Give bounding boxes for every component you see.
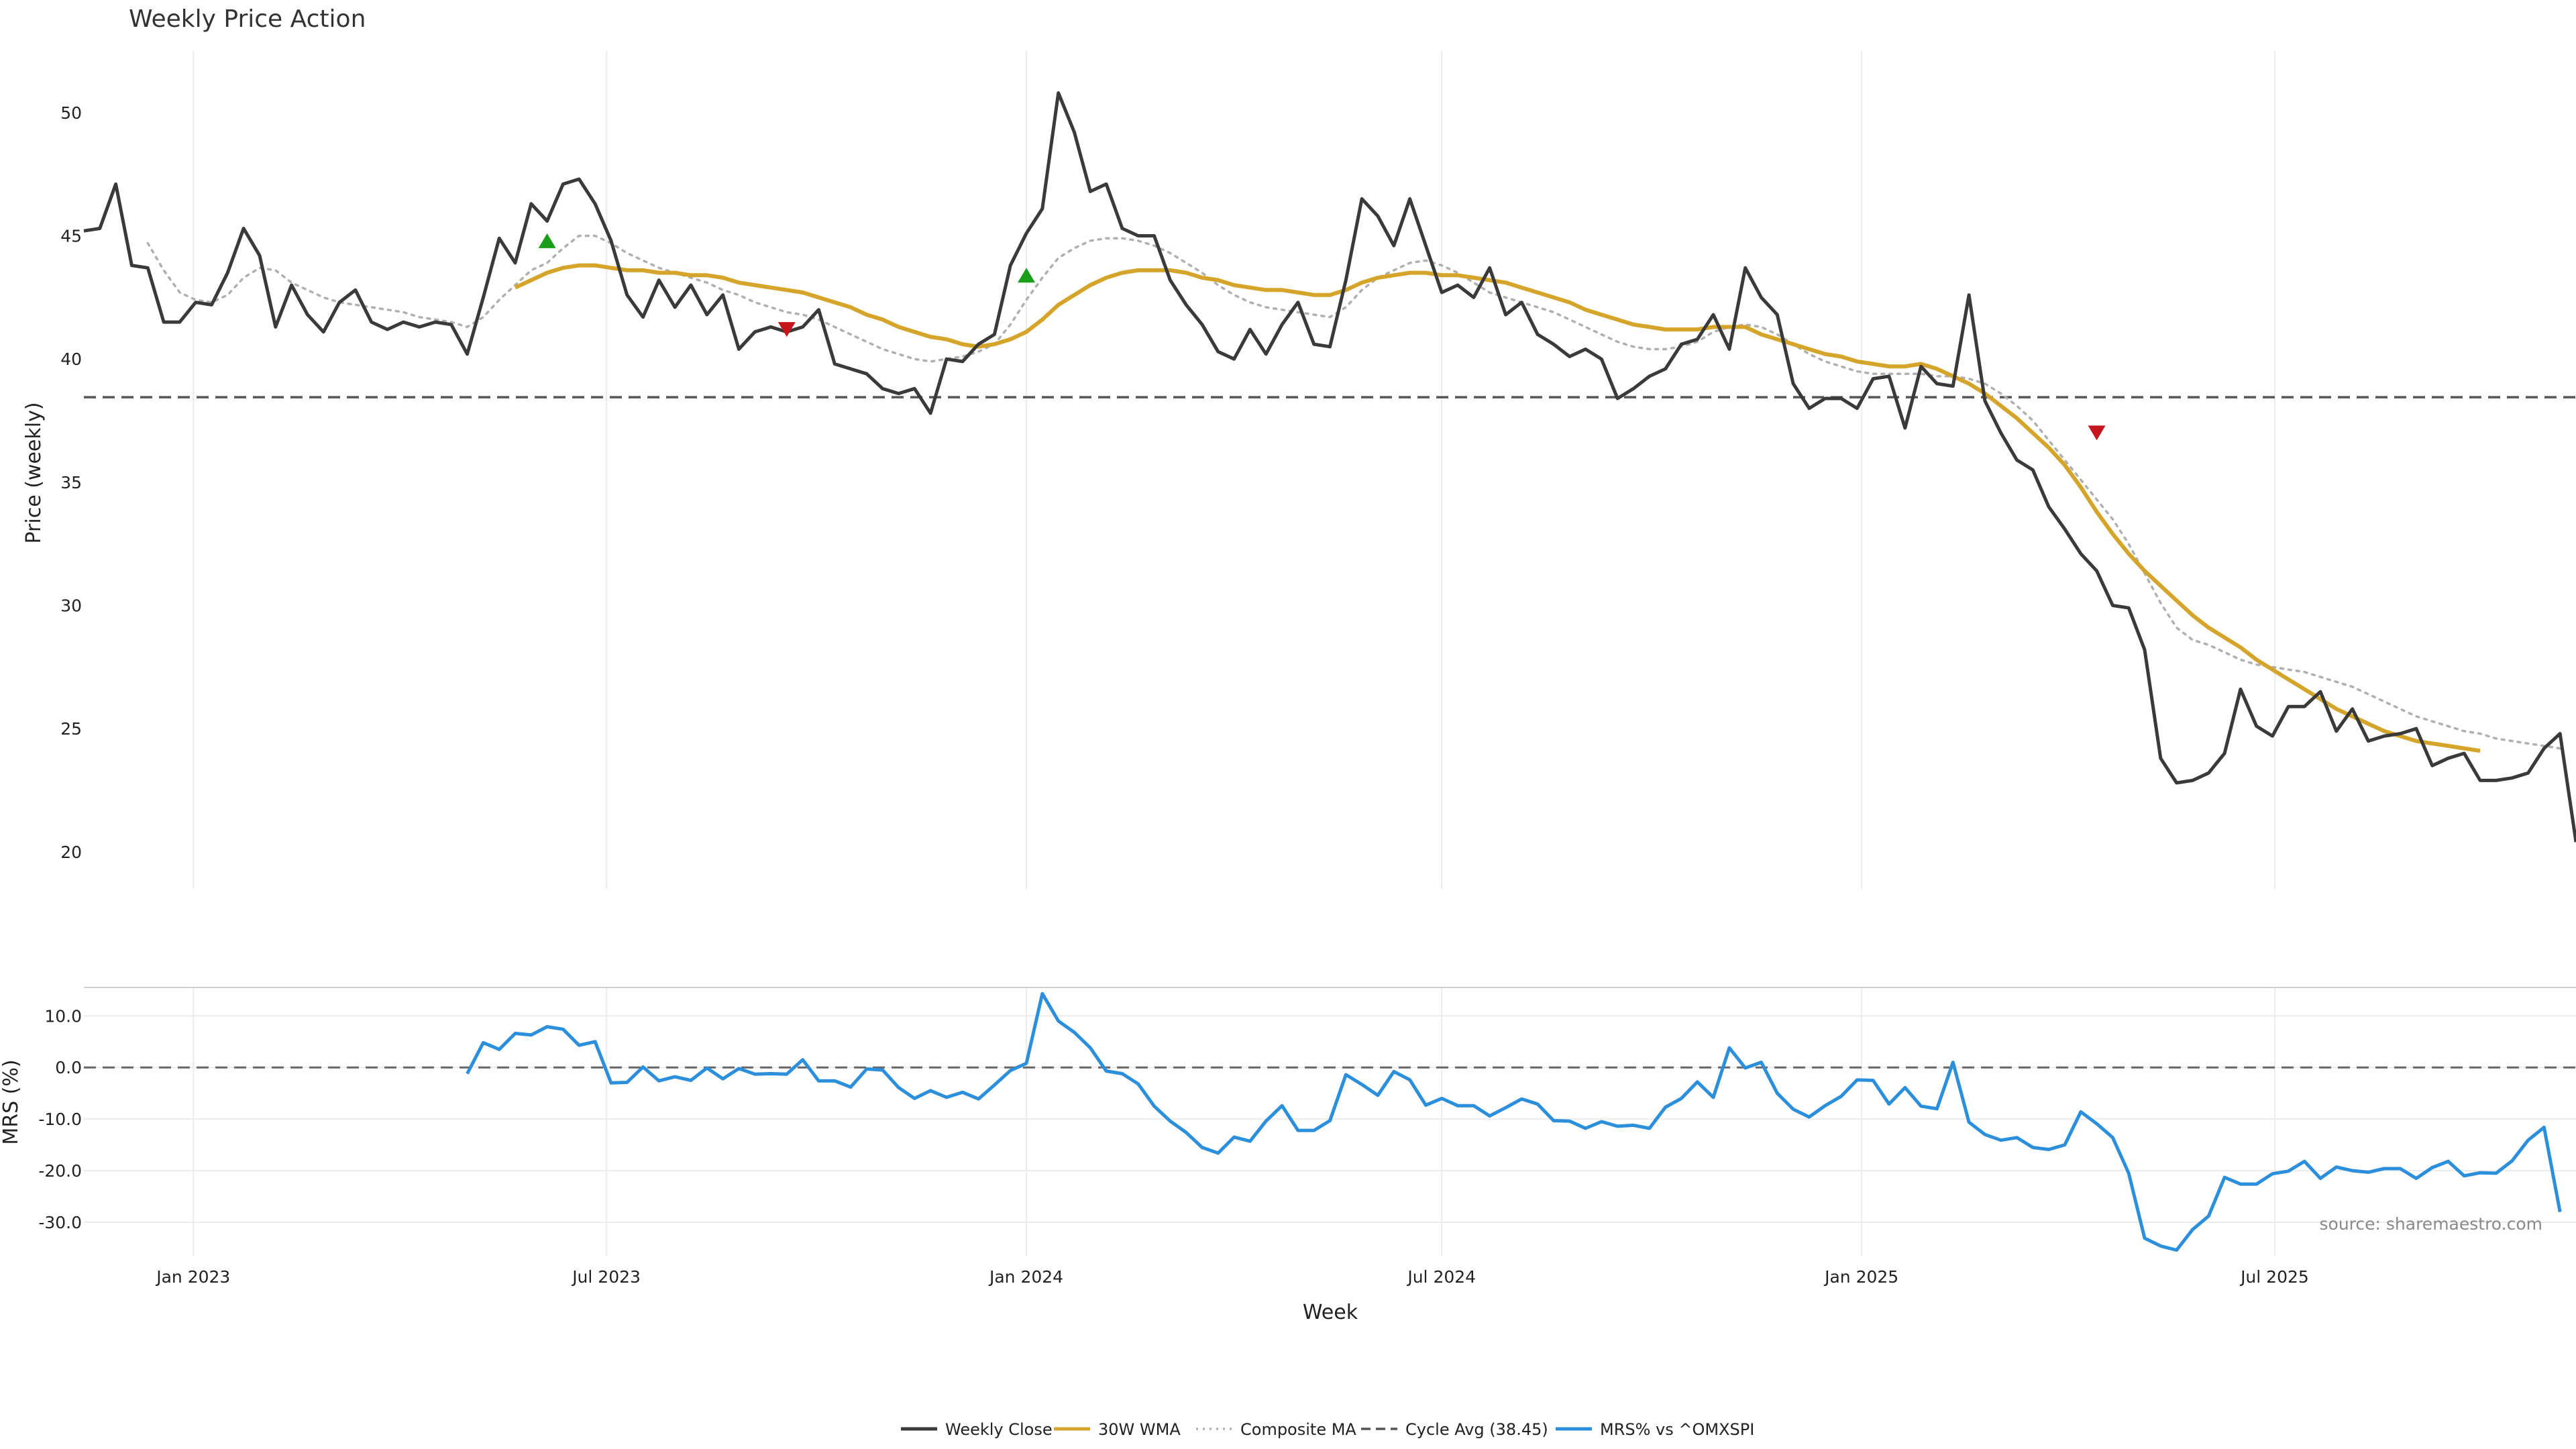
buy-signal-marker bbox=[1018, 268, 1036, 283]
x-tick-label: Jan 2023 bbox=[155, 1267, 230, 1287]
mrs-y-tick-label: -30.0 bbox=[38, 1213, 82, 1232]
x-tick-label: Jul 2024 bbox=[1406, 1267, 1476, 1287]
mrs-y-tick-label: 10.0 bbox=[44, 1006, 82, 1026]
legend-label: MRS% vs ^OMXSPI bbox=[1600, 1420, 1754, 1439]
weekly-close-line bbox=[83, 91, 2576, 843]
mrs-panel: Jan 2023 Jul 2023 Jan 2024 Jul 2024 Jan 2025… bbox=[38, 987, 2576, 1287]
mrs-y-tick-label: -20.0 bbox=[38, 1161, 82, 1181]
source-label: source: sharemaestro.com bbox=[2320, 1214, 2543, 1234]
sell-signal-marker bbox=[777, 322, 796, 337]
composite-ma-line bbox=[146, 234, 2561, 750]
legend-label: 30W WMA bbox=[1098, 1420, 1181, 1439]
price-y-tick-label: 35 bbox=[60, 473, 82, 492]
x-tick-label: Jul 2023 bbox=[571, 1267, 641, 1287]
price-y-tick-label: 45 bbox=[60, 227, 82, 246]
mrs-y-tick-label: 0.0 bbox=[55, 1058, 82, 1077]
price-y-axis-title: Price (weekly) bbox=[22, 402, 46, 543]
x-tick-label: Jan 2024 bbox=[988, 1267, 1063, 1287]
x-axis-title: Week bbox=[1303, 1301, 1358, 1324]
chart-title: Weekly Price Action bbox=[129, 5, 366, 33]
x-tick-label: Jan 2025 bbox=[1823, 1267, 1898, 1287]
x-tick-label: Jul 2025 bbox=[2239, 1267, 2309, 1287]
mrs-y-axis-title: MRS (%) bbox=[0, 1059, 23, 1144]
sell-signal-marker bbox=[2088, 425, 2106, 441]
price-y-tick-label: 30 bbox=[60, 596, 82, 616]
price-y-tick-label: 20 bbox=[60, 843, 82, 862]
legend-label: Cycle Avg (38.45) bbox=[1405, 1420, 1548, 1439]
price-y-tick-label: 50 bbox=[60, 103, 82, 123]
mrs-line bbox=[466, 991, 2562, 1252]
price-y-tick-label: 25 bbox=[60, 719, 82, 739]
legend: Weekly Close 30W WMA Composite MA Cycle Avg… bbox=[901, 1420, 1754, 1439]
price-y-tick-label: 40 bbox=[60, 350, 82, 369]
price-panel: 20 25 30 35 40 45 50 bbox=[60, 51, 2576, 889]
buy-signal-marker bbox=[538, 233, 556, 248]
wma30-line bbox=[514, 263, 2481, 753]
legend-label: Weekly Close bbox=[945, 1420, 1053, 1439]
legend-label: Composite MA bbox=[1240, 1420, 1356, 1439]
mrs-y-tick-label: -10.0 bbox=[38, 1110, 82, 1129]
